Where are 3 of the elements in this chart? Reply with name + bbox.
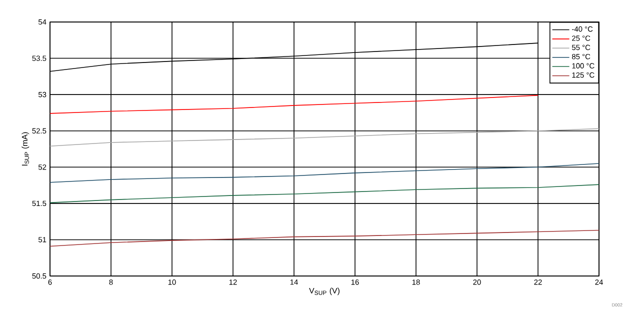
line-series <box>50 163 600 183</box>
line-series <box>50 230 600 247</box>
line-series <box>50 184 600 204</box>
